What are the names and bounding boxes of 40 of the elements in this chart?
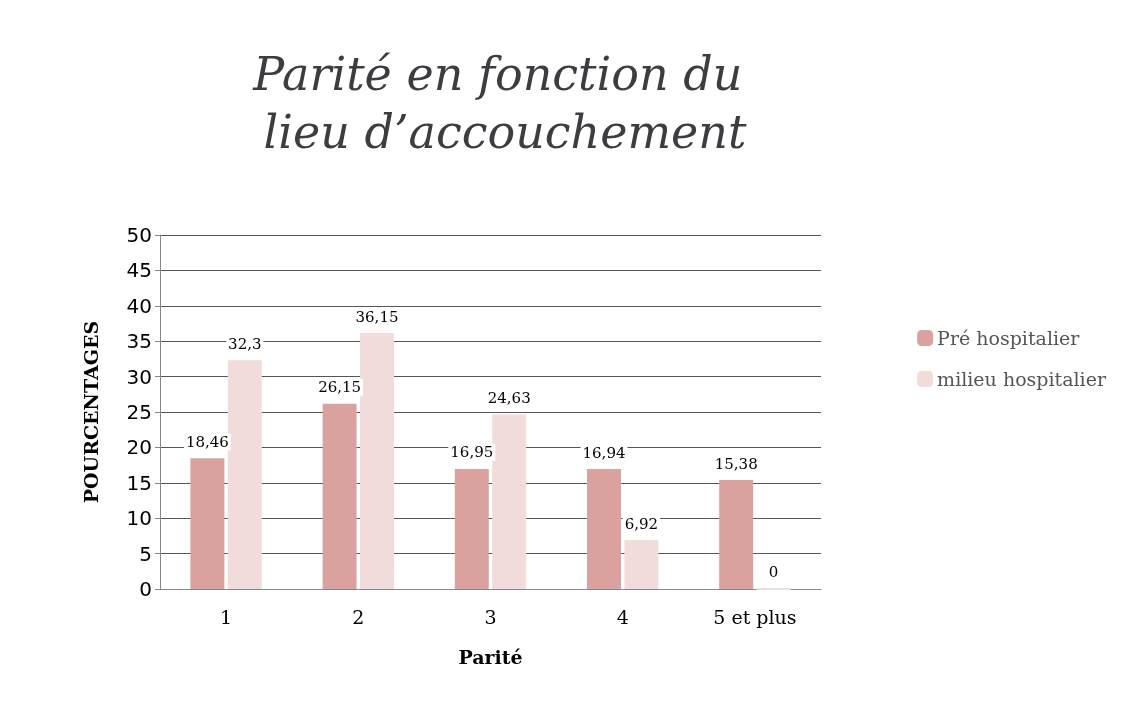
data-label: 26,15 xyxy=(318,378,362,397)
legend-label: Pré hospitalier xyxy=(937,327,1081,349)
data-label: 24,63 xyxy=(487,389,531,408)
x-tick-label: 5 et plus xyxy=(713,605,797,628)
y-tick-label: 20 xyxy=(126,435,152,460)
data-label: 36,15 xyxy=(355,307,399,326)
y-tick-label: 25 xyxy=(126,400,152,424)
data-label: 32,3 xyxy=(228,334,262,353)
bar xyxy=(492,414,527,589)
data-label: 15,38 xyxy=(714,454,758,473)
y-tick-label: 5 xyxy=(139,541,152,566)
y-tick-label: 30 xyxy=(126,364,152,389)
bar xyxy=(322,403,357,589)
bar xyxy=(190,458,225,589)
data-label: 16,95 xyxy=(450,443,494,462)
data-label: 18,46 xyxy=(185,432,229,451)
data-label: 6,92 xyxy=(624,514,659,533)
bar xyxy=(624,540,659,589)
x-tick-label: 3 xyxy=(484,605,497,628)
y-tick-label: 45 xyxy=(126,258,152,283)
x-tick-label: 2 xyxy=(352,605,365,628)
legend-label: milieu hospitalier xyxy=(937,368,1107,390)
y-tick-label: 15 xyxy=(126,470,152,495)
y-tick-label: 0 xyxy=(139,577,152,601)
bar xyxy=(360,333,394,589)
y-tick-label: 40 xyxy=(126,293,152,318)
bar xyxy=(587,469,621,589)
bar xyxy=(719,480,754,589)
data-label: 16,94 xyxy=(582,443,626,462)
y-tick-label: 35 xyxy=(126,329,152,354)
x-tick-label: 1 xyxy=(220,605,233,628)
y-tick-label: 50 xyxy=(126,223,152,247)
y-tick-label: 10 xyxy=(126,506,152,531)
bar xyxy=(454,468,489,589)
data-label: 0 xyxy=(768,562,779,581)
x-axis-title: Parité xyxy=(458,645,523,668)
bar xyxy=(227,360,262,589)
y-axis-title: POURCENTAGES xyxy=(79,320,102,504)
x-tick-label: 4 xyxy=(616,605,629,628)
chart-title: Parité en fonction du lieu d’accouchement xyxy=(252,47,757,159)
